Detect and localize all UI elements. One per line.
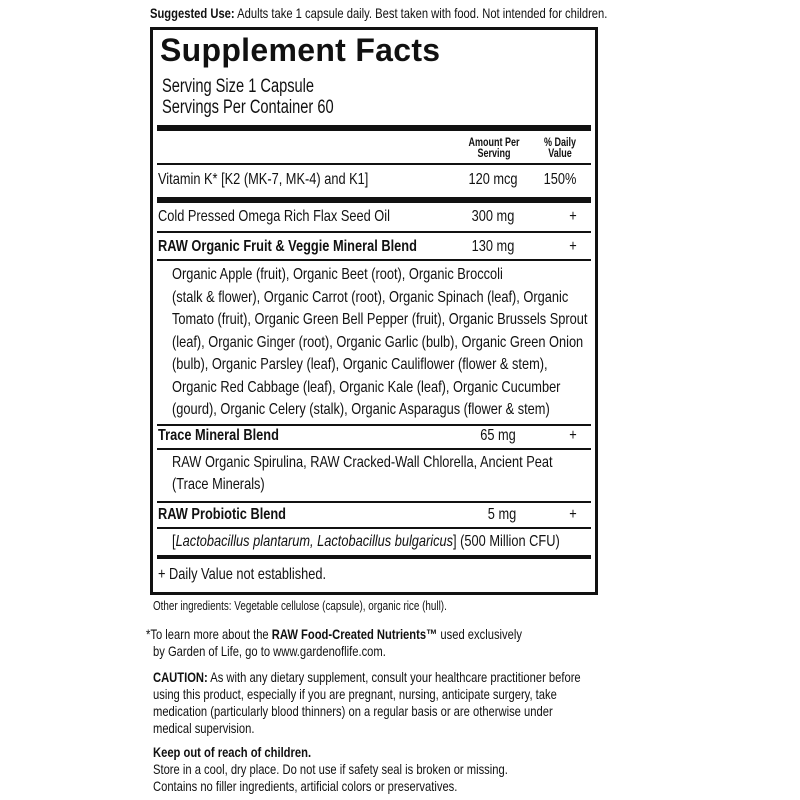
daily-value-footnote: + Daily Value not established.	[158, 566, 327, 583]
row-amount: 65 mg	[480, 427, 516, 444]
divider	[157, 197, 591, 203]
ingredient-line: (leaf), Organic Ginger (root), Organic G…	[172, 333, 584, 351]
row-amount: 120 mcg	[468, 171, 518, 188]
caution-line: medication (particularly blood thinners)…	[153, 703, 553, 719]
caution-line: medical supervision.	[153, 720, 255, 736]
storage-line: Store in a cool, dry place. Do not use i…	[153, 761, 508, 777]
learn-more-line2: by Garden of Life, go to www.gardenoflif…	[153, 643, 386, 659]
servings-per-container: Servings Per Container 60	[162, 97, 334, 118]
divider	[157, 231, 591, 233]
divider	[157, 424, 591, 426]
row-name: RAW Organic Fruit & Veggie Mineral Blend	[158, 238, 417, 255]
ingredient-line: Organic Apple (fruit), Organic Beet (roo…	[172, 266, 503, 283]
divider	[157, 501, 591, 503]
ingredient-line: (bulb), Organic Parsley (leaf), Organic …	[172, 356, 548, 373]
divider	[157, 259, 591, 261]
row-amount: 130 mg	[471, 238, 515, 255]
ingredient-line: Organic Red Cabbage (leaf), Organic Kale…	[172, 378, 561, 396]
ingredient-line: Tomato (fruit), Organic Green Bell Peppe…	[172, 311, 588, 328]
serving-size: Serving Size 1 Capsule	[162, 76, 315, 97]
row-dv: +	[569, 208, 577, 225]
other-ingredients: Other ingredients: Vegetable cellulose (…	[153, 598, 447, 613]
row-dv: +	[569, 238, 577, 255]
divider	[157, 555, 591, 559]
divider	[157, 125, 591, 131]
supplement-facts-panel	[150, 27, 598, 595]
row-dv: +	[569, 427, 577, 444]
ingredient-line: RAW Organic Spirulina, RAW Cracked-Wall …	[172, 454, 553, 471]
row-amount: 300 mg	[471, 208, 515, 225]
keep-out-warning: Keep out of reach of children.	[153, 744, 312, 760]
ingredient-line: (gourd), Organic Celery (stalk), Organic…	[172, 401, 550, 418]
row-name: Vitamin K* [K2 (MK-7, MK-4) and K1]	[158, 171, 369, 188]
row-name: Trace Mineral Blend	[158, 427, 279, 444]
storage-line: Contains no filler ingredients, artifici…	[153, 778, 458, 794]
probiotic-ingredients: [Lactobacillus plantarum, Lactobacillus …	[172, 533, 560, 550]
row-name: RAW Probiotic Blend	[158, 506, 286, 523]
row-name: Cold Pressed Omega Rich Flax Seed Oil	[158, 208, 390, 225]
ingredient-line: (stalk & flower), Organic Carrot (root),…	[172, 288, 569, 306]
divider	[157, 448, 591, 450]
ingredient-line: (Trace Minerals)	[172, 476, 265, 493]
row-amount: 5 mg	[487, 506, 517, 523]
panel-title: Supplement Facts	[160, 32, 441, 68]
row-dv: +	[569, 506, 577, 523]
daily-value-header: % Daily Value	[543, 135, 577, 161]
divider	[157, 527, 591, 529]
caution-line: CAUTION: As with any dietary supplement,…	[153, 669, 581, 685]
amount-per-serving-header: Amount Per Serving	[468, 135, 520, 161]
learn-more: *To learn more about the RAW Food-Create…	[146, 626, 522, 642]
divider	[157, 163, 591, 165]
row-dv: 150%	[543, 171, 577, 188]
caution-line: using this product, especially if you ar…	[153, 686, 557, 702]
suggested-use: Suggested Use: Adults take 1 capsule dai…	[150, 5, 608, 21]
